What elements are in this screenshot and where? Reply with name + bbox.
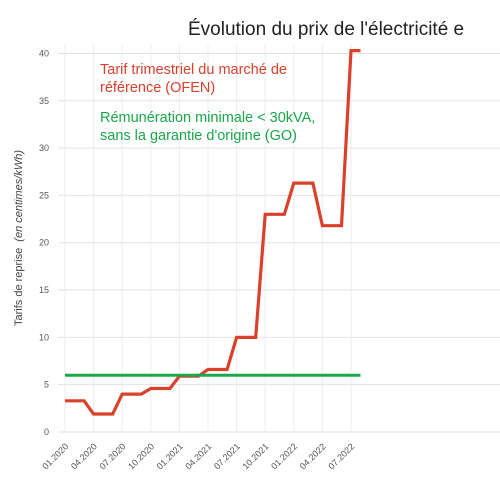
- x-tick-label: 07.2020: [98, 441, 128, 471]
- y-tick-label: 5: [44, 380, 49, 390]
- x-tick-label: 01.2021: [155, 441, 185, 471]
- x-tick-label: 04.2020: [69, 441, 99, 471]
- series-line-ofen: [65, 48, 361, 416]
- series-lines: [65, 48, 361, 416]
- y-tick-label: 15: [39, 285, 49, 295]
- y-tick-label: 35: [39, 96, 49, 106]
- legend-go-line1: Rémunération minimale < 30kVA,: [100, 110, 315, 126]
- y-tick-label: 0: [44, 427, 49, 437]
- y-axis-label: Tarifs de reprise (en centimes/kWh): [13, 150, 25, 326]
- x-tick-label: 10.2020: [126, 441, 156, 471]
- y-axis-ticks: 0 5 10 15 20 25 30 35 40: [39, 48, 49, 437]
- x-tick-label: 01.2022: [269, 441, 299, 471]
- x-tick-label: 01.2020: [40, 441, 70, 471]
- legend-go-line2: sans la garantie d'origine (GO): [100, 128, 297, 144]
- legend-ofen-line1: Tarif trimestriel du marché de: [100, 62, 287, 78]
- y-tick-label: 25: [39, 190, 49, 200]
- legend: Tarif trimestriel du marché de référence…: [100, 62, 315, 144]
- y-axis-label-unit: (en centimes/kWh): [13, 150, 25, 242]
- chart-title: Évolution du prix de l'électricité e: [188, 19, 464, 40]
- y-tick-label: 30: [39, 143, 49, 153]
- grid-lines: [58, 44, 500, 433]
- x-tick-label: 07.2021: [212, 441, 242, 471]
- x-tick-label: 04.2021: [183, 441, 213, 471]
- legend-ofen-line2: référence (OFEN): [100, 80, 215, 96]
- x-tick-label: 04.2022: [298, 441, 328, 471]
- y-tick-label: 20: [39, 238, 49, 248]
- x-axis-ticks: 01.202004.202007.202010.202001.202104.20…: [40, 441, 356, 471]
- x-tick-label: 10.2021: [241, 441, 271, 471]
- x-tick-label: 07.2022: [326, 441, 356, 471]
- y-tick-label: 40: [39, 48, 49, 58]
- y-tick-label: 10: [39, 332, 49, 342]
- y-axis-label-main: Tarifs de reprise: [13, 248, 25, 326]
